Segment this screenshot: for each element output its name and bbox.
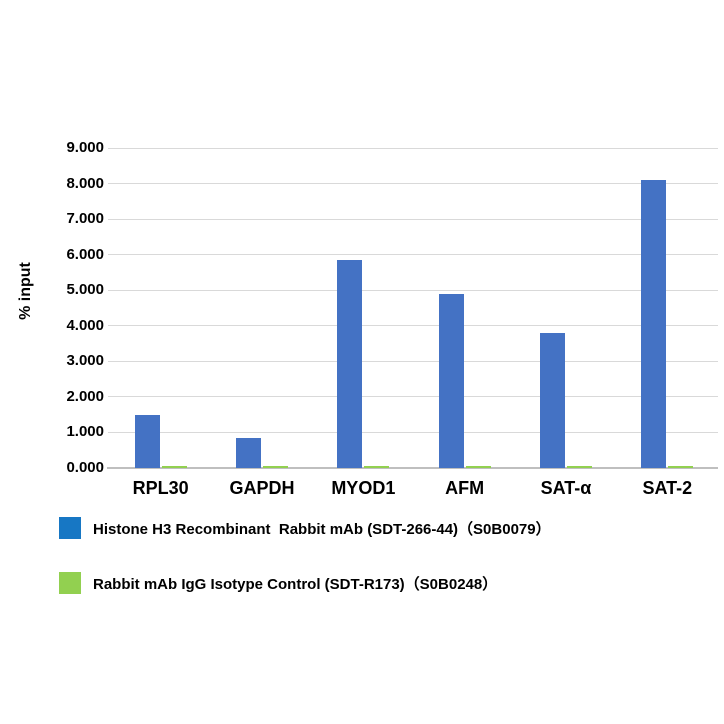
y-tick-label: 9.000 [66,139,104,156]
bar-series-1 [236,437,261,468]
bar-series-2 [161,466,187,468]
y-tick-label: 2.000 [66,387,104,405]
legend-swatch-histone-h3-icon [59,517,81,539]
legend-item-label: Rabbit mAb IgG Isotype Control (SDT-R173… [93,575,498,593]
gridline [108,360,718,362]
y-tick-label: 4.000 [66,316,104,334]
gridline [108,431,718,433]
y-tick-label: 3.000 [66,352,104,370]
bar-series-1 [641,180,667,468]
y-tick-label: 6.000 [66,245,104,263]
x-axis-label: AFM [445,478,485,498]
bar-series-1 [540,332,565,468]
x-axis-label: RPL30 [132,478,189,498]
legend-item-label: Histone H3 Recombinant Rabbit mAb (SDT-2… [93,520,551,538]
bar-series-2 [567,466,592,468]
y-tick-label: 1.000 [66,423,104,441]
gridline [108,289,718,291]
gridline [108,147,718,149]
legend-swatch-igg-control-icon [59,572,81,594]
bar-series-1 [134,414,160,468]
gridline [108,254,718,256]
x-axis-label: SAT-2 [642,478,693,498]
y-tick-label: 8.000 [66,174,104,192]
bar-series-1 [438,293,464,468]
y-tick-label: 5.000 [66,281,104,299]
x-axis-label: SAT-α [540,478,592,498]
bar-series-2 [364,466,390,468]
x-axis-line [107,467,718,469]
bar-series-1 [337,260,363,468]
gridline [108,183,718,185]
gridline [108,325,718,327]
y-axis-title: % input [17,262,34,320]
legend-item-igg-control: Rabbit mAb IgG Isotype Control (SDT-R173… [59,572,497,594]
bar-series-2 [263,466,288,468]
y-tick-label: 7.000 [66,210,104,228]
gridline [108,396,718,398]
x-axis-label: GAPDH [229,478,295,498]
x-axis-label: MYOD1 [331,478,396,498]
gridline [108,218,718,220]
y-tick-label: 0.000 [66,459,104,476]
legend-item-histone-h3: Histone H3 Recombinant Rabbit mAb (SDT-2… [59,517,551,539]
bar-series-2 [465,466,491,468]
bar-series-2 [668,466,694,468]
